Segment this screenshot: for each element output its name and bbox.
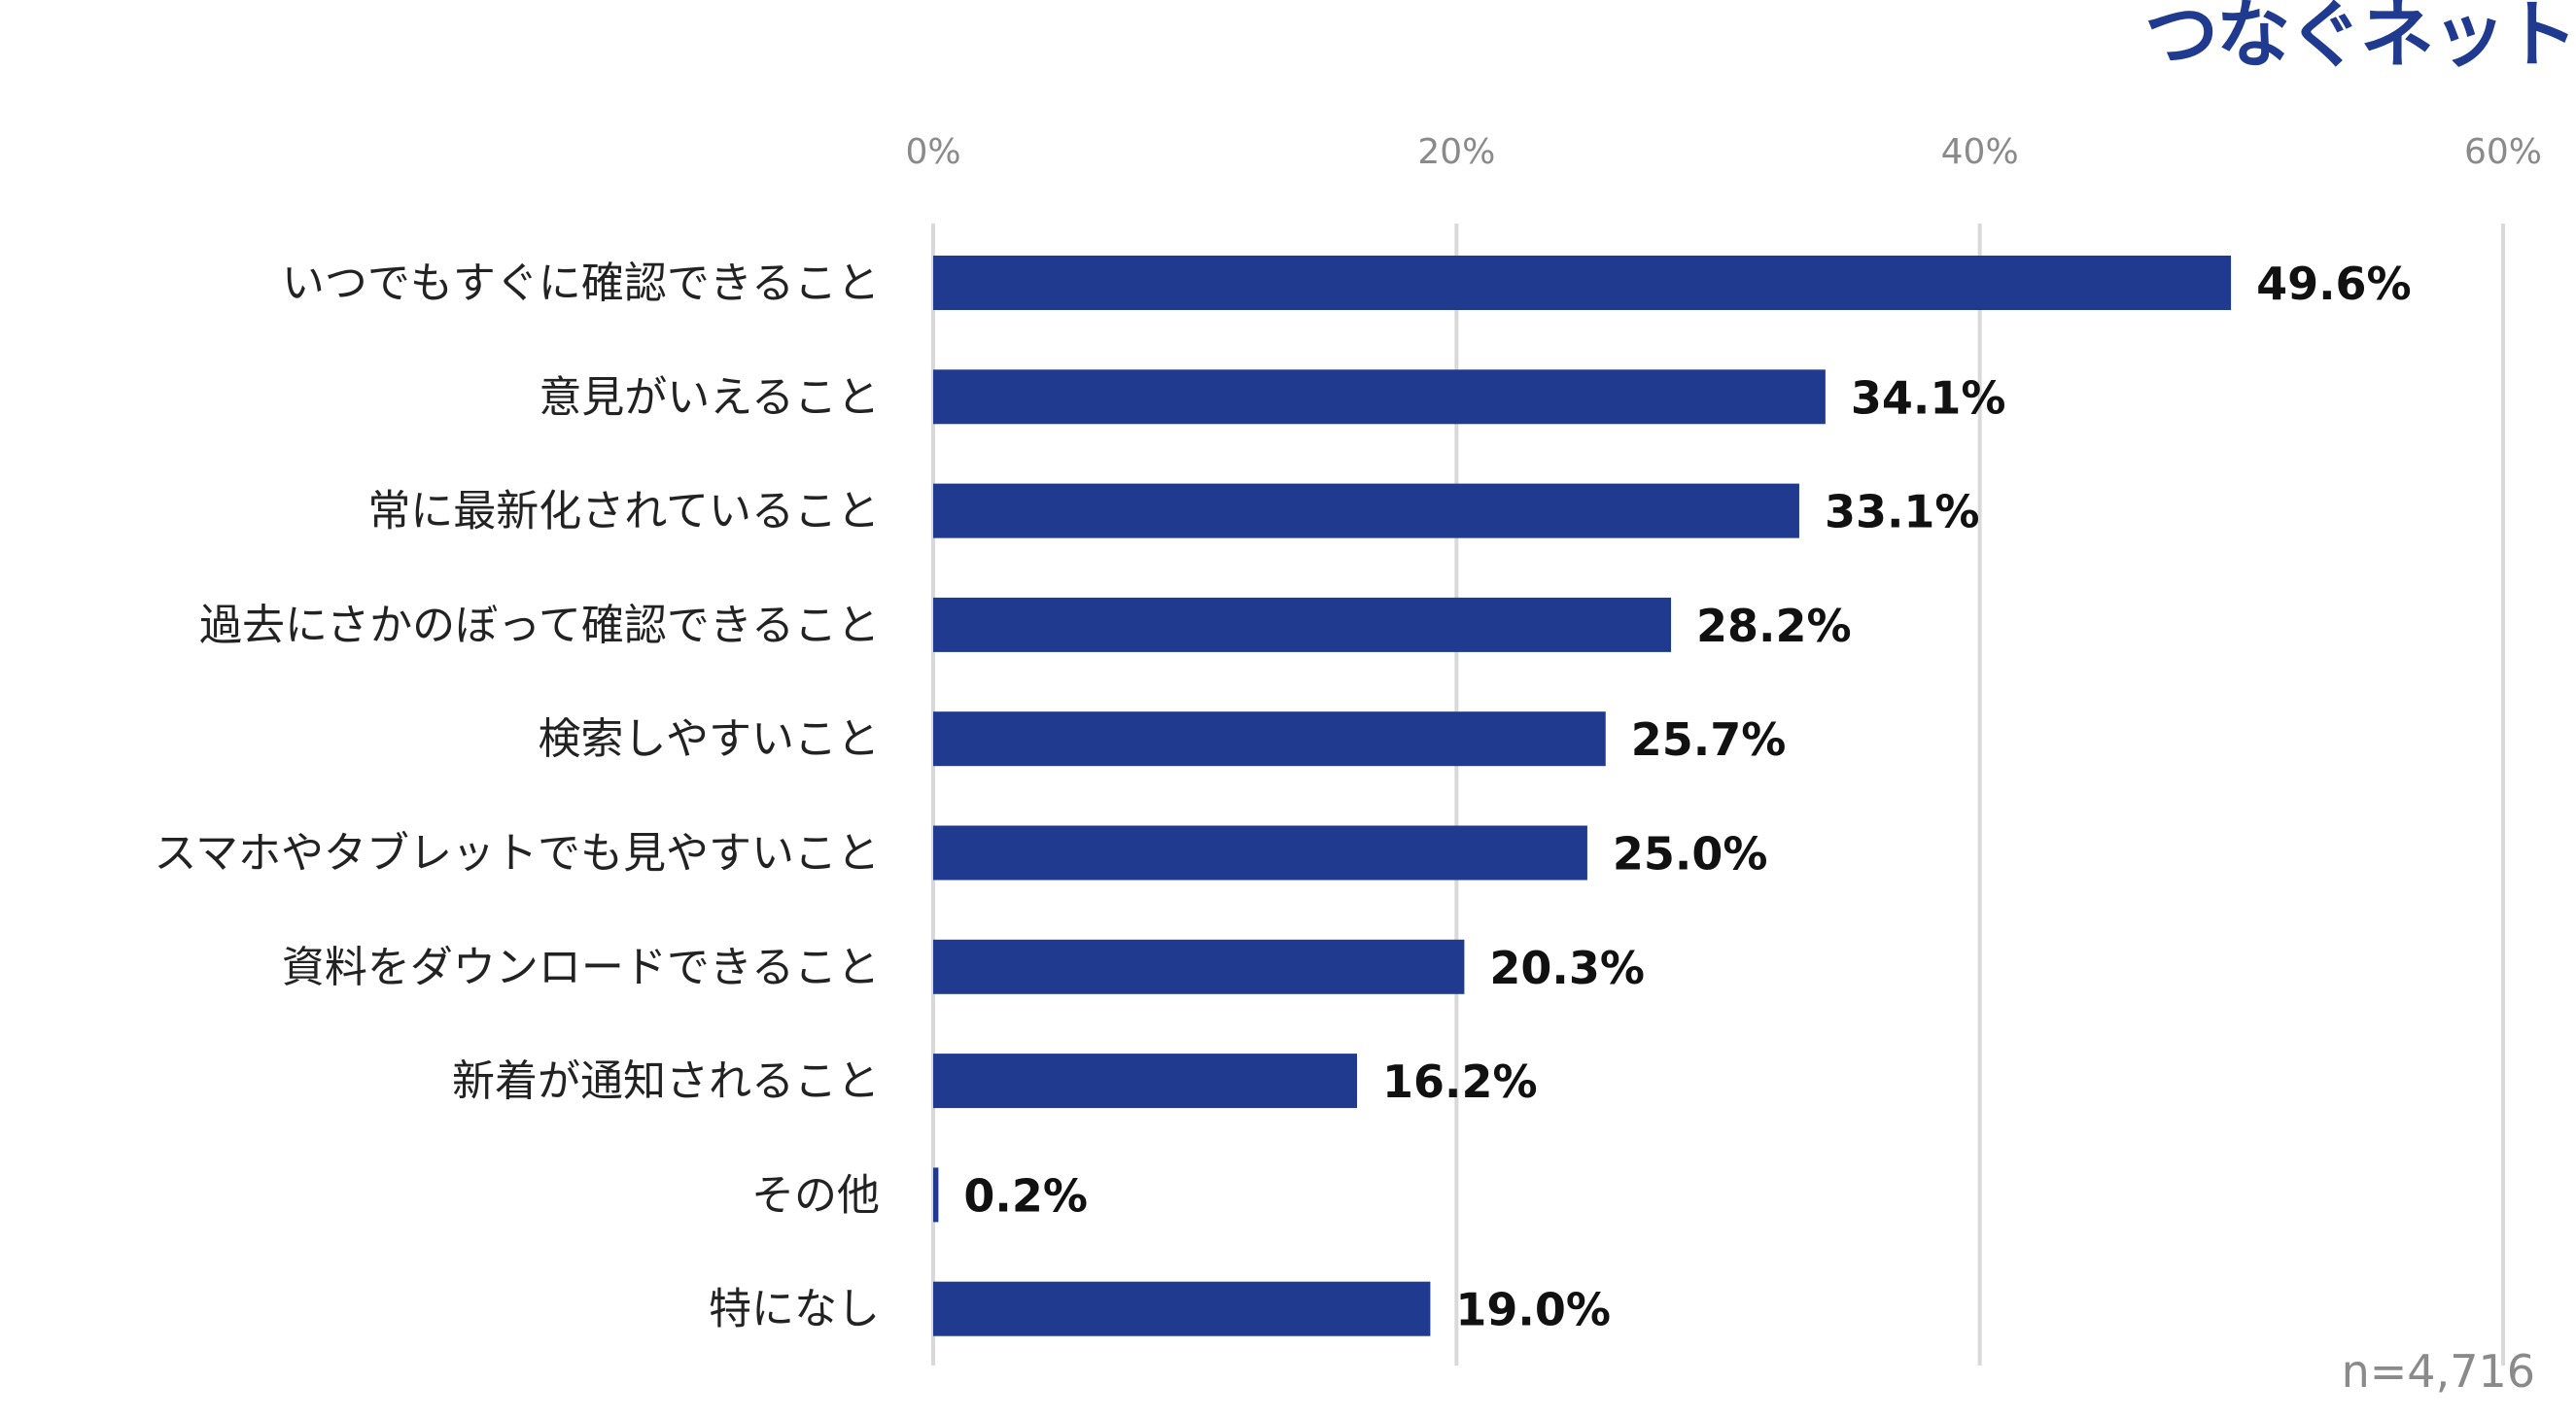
category-label: 常に最新化されていること [367,487,880,536]
bar [933,369,1826,425]
category-label: 過去にさかのぼって確認できること [199,601,880,650]
category-label: その他 [751,1170,880,1220]
bar [933,825,1587,881]
bar [933,1167,939,1223]
category-label: スマホやタブレットでも見やすいこと [154,829,880,879]
bar [933,939,1465,994]
sample-size-label: n=4,716 [2341,1345,2535,1398]
value-label: 19.0% [1455,1284,1611,1336]
x-tick-label: 0% [905,132,960,172]
bar [933,1281,1431,1336]
category-label: いつでもすぐに確認できること [282,259,880,308]
x-tick-label: 40% [1941,132,2019,172]
x-tick-label: 60% [2464,132,2542,172]
brand-logo: つなぐネット [2144,0,2576,78]
value-label: 28.2% [1696,600,1852,652]
x-tick-label: 20% [1417,132,1495,172]
value-label: 25.0% [1613,828,1768,881]
value-label: 33.1% [1825,486,1980,538]
value-label: 34.1% [1851,371,2006,424]
value-label: 0.2% [963,1169,1088,1222]
value-label: 16.2% [1382,1055,1538,1108]
value-label: 49.6% [2256,258,2412,310]
bar [933,256,2232,310]
bar [933,597,1672,652]
value-label: 25.7% [1631,713,1787,766]
bar [933,1054,1358,1109]
bar [933,711,1606,767]
value-label: 20.3% [1489,942,1645,994]
bar [933,483,1799,538]
category-label: 資料をダウンロードできること [282,943,880,992]
category-label: 検索しやすいこと [538,714,880,764]
category-label: 特になし [709,1285,880,1334]
category-label: 新着が通知されること [452,1056,880,1106]
category-label: 意見がいえること [539,372,880,422]
